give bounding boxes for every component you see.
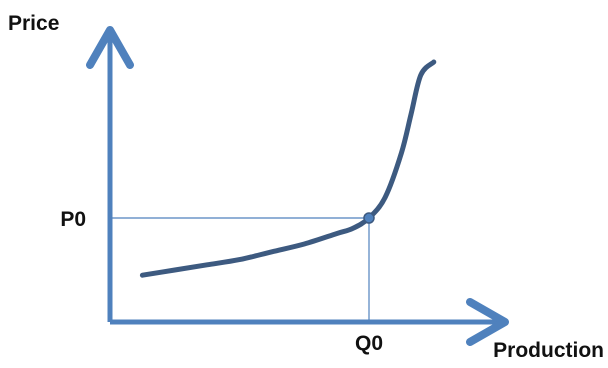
marks-layer	[363, 212, 375, 224]
reference-point-marker	[363, 212, 375, 224]
axes	[86, 26, 509, 346]
x-axis-label: Production	[493, 339, 604, 362]
p0-tick-label: P0	[60, 208, 86, 231]
y-axis-label: Price	[8, 12, 59, 35]
reference-guides	[110, 217, 370, 322]
supply-curve-line	[139, 59, 437, 278]
q0-tick-label: Q0	[355, 332, 383, 355]
series-layer	[139, 59, 437, 278]
